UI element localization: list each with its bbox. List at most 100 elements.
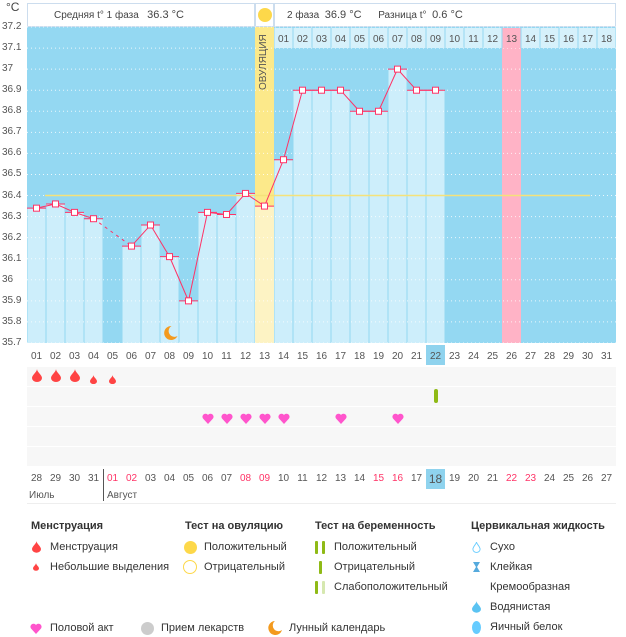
day-label: 03 — [69, 351, 81, 362]
legend-cervical-2-label: Кремообразная — [490, 581, 571, 593]
legend-moon: Лунный календарь — [268, 621, 385, 635]
luteal-day-cell — [350, 28, 369, 48]
temp-line-segment — [264, 159, 284, 207]
month-label: Август — [107, 490, 138, 501]
y-tick-label: 36.9 — [2, 84, 22, 96]
calendar-date: 02 — [125, 473, 138, 484]
luteal-day-cell — [369, 28, 388, 48]
day-label: 04 — [88, 351, 100, 362]
legend-intercourse-icon — [29, 623, 43, 634]
legend-pregnancy-title: Тест на беременность — [315, 520, 436, 532]
ovulation-sun-icon — [257, 8, 272, 22]
y-tick-label: 37 — [2, 63, 14, 75]
temp-line-segment — [188, 212, 208, 301]
calendar-date: 31 — [87, 473, 100, 484]
temp-point — [375, 107, 382, 115]
bar — [160, 256, 179, 343]
calendar-date: 17 — [410, 473, 423, 484]
temp-point — [128, 242, 135, 250]
bar — [331, 90, 350, 343]
legend-cervical-1-icon — [469, 561, 483, 573]
legend-pregnancy-negative-label: Отрицательный — [334, 561, 415, 573]
legend-ovulation-positive: Положительный — [183, 540, 287, 554]
bar — [236, 193, 255, 343]
temp-point — [261, 202, 268, 210]
legend-cervical-2: Кремообразная — [469, 580, 570, 594]
temperature-chart: 01 02 03 04 05 06 07 08 09 10 11 12 13 14 15 16 17 18 01 02… — [27, 26, 616, 365]
luteal-day-label: 18 — [601, 34, 613, 45]
y-tick-label: 37.2 — [2, 21, 22, 32]
day-label: 06 — [126, 351, 138, 362]
calendar-date: 12 — [315, 473, 328, 484]
luteal-day-cell — [331, 28, 350, 48]
legend-spotting-icon — [29, 563, 43, 571]
luteal-day-cell — [559, 28, 578, 48]
bar — [84, 218, 103, 343]
event-row — [27, 407, 616, 426]
bar — [217, 214, 236, 343]
legend-cervical-3-icon — [469, 601, 483, 613]
temp-point — [394, 65, 401, 73]
calendar-date: 04 — [163, 473, 176, 484]
calendar-date: 05 — [182, 473, 195, 484]
legend-cervical-1: Клейкая — [469, 560, 532, 574]
temp-line-segment — [150, 224, 170, 257]
luteal-day-cell — [521, 28, 540, 48]
temp-point — [242, 189, 249, 197]
day-label: 07 — [145, 351, 157, 362]
temp-point — [318, 86, 325, 94]
diff-value: 0.6 °C — [432, 9, 463, 21]
y-tick-label: 36.6 — [2, 147, 22, 159]
temp-point — [147, 221, 154, 229]
calendar-date: 24 — [543, 473, 556, 484]
temp-point — [71, 208, 78, 216]
calendar-date: 13 — [334, 473, 347, 484]
luteal-day-label: 05 — [354, 34, 366, 45]
y-tick-label: 36.5 — [2, 168, 22, 180]
temp-point — [413, 86, 420, 94]
moon-icon — [164, 325, 178, 340]
luteal-day-cell — [540, 28, 559, 48]
y-tick-label: 36 — [2, 273, 14, 285]
bar — [179, 300, 198, 343]
temp-point — [90, 215, 97, 223]
legend-medication: Прием лекарств — [140, 621, 244, 635]
temp-point — [299, 86, 306, 94]
calendar-date: 22 — [505, 473, 518, 484]
legend-cervical-0: Сухо — [469, 540, 515, 554]
temp-line-segment — [283, 90, 303, 160]
legend-pregnancy-negative-icon — [313, 560, 327, 574]
bar — [65, 212, 84, 343]
y-tick-label: 36.4 — [2, 189, 22, 201]
calendar-date: 16 — [391, 473, 404, 484]
day-label: 11 — [221, 351, 232, 362]
calendar-date: 26 — [581, 473, 594, 484]
legend-ovulation-negative-label: Отрицательный — [204, 561, 285, 573]
phase1-label: Средняя t° 1 фаза — [54, 10, 139, 21]
legend-menstruation-label: Менструация — [50, 541, 118, 553]
luteal-day-cell — [597, 28, 616, 48]
day-label: 26 — [506, 351, 518, 362]
temp-line-segment — [131, 224, 151, 247]
day-label: 27 — [525, 351, 537, 362]
legend-cervical-0-label: Сухо — [490, 541, 515, 553]
calendar-date: 14 — [353, 473, 366, 484]
diff-label: Разница t° — [378, 10, 427, 21]
bar — [46, 203, 65, 343]
y-tick-label: 35.9 — [2, 294, 22, 306]
legend-cervical-3-label: Водянистая — [490, 601, 551, 613]
unit-label: °C — [6, 0, 20, 14]
temp-line-segment — [226, 193, 246, 215]
luteal-day-cell — [464, 28, 483, 48]
phase2-summary: 2 фаза 36.9 °C Разница t° 0.6 °C — [274, 3, 616, 27]
luteal-day-label: 12 — [487, 34, 499, 45]
calendar-date: 30 — [68, 473, 81, 484]
phase2-value: 36.9 °C — [324, 9, 362, 21]
legend-cervical-4-label: Яичный белок — [490, 621, 563, 633]
bar — [141, 225, 160, 343]
calendar-date: 20 — [467, 473, 480, 484]
calendar-date: 28 — [30, 473, 43, 484]
legend-moon-label: Лунный календарь — [289, 622, 386, 634]
menstruation-icon — [31, 369, 42, 387]
